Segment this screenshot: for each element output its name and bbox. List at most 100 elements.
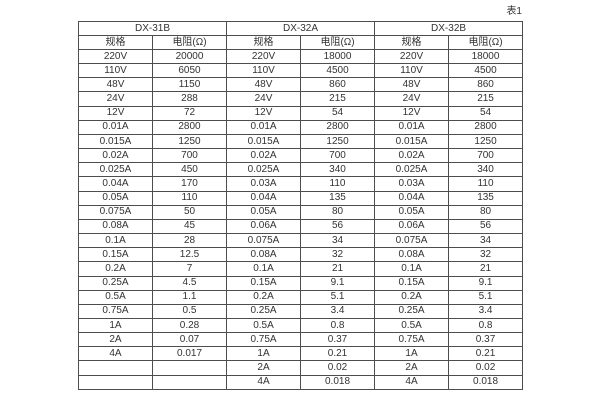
cell-resistance: 72 <box>151 105 228 121</box>
cell-resistance: 2800 <box>151 119 228 135</box>
cell-resistance: 21 <box>300 261 376 277</box>
table-row: 110V 6050 110V 4500 110V 4500 <box>78 63 524 79</box>
cell-spec: 0.015A <box>374 133 450 150</box>
table-row: 0.5A 1.1 0.2A 5.1 0.2A 5.1 <box>78 289 524 305</box>
cell-resistance: 0.018 <box>448 374 524 391</box>
cell-spec: 0.01A <box>374 119 450 135</box>
cell-spec: 0.06A <box>226 218 302 235</box>
col-header-spec: 规格 <box>226 35 302 50</box>
col-header-resistance: 电阻(Ω) <box>300 35 376 50</box>
cell-spec: 0.04A <box>78 176 153 192</box>
group-header-dx32a: DX-32A <box>226 21 376 36</box>
cell-spec: 0.1A <box>374 261 450 277</box>
cell-spec: 0.03A <box>374 176 450 192</box>
cell-resistance: 45 <box>151 218 228 235</box>
table-row: 0.08A 45 0.06A 56 0.06A 56 <box>78 218 524 235</box>
cell-spec: 0.75A <box>78 303 153 319</box>
cell-resistance: 215 <box>300 91 376 107</box>
cell-spec: 48V <box>374 77 450 93</box>
cell-resistance: 54 <box>448 105 524 121</box>
cell-resistance: 18000 <box>300 48 376 65</box>
table-row: 24V 288 24V 215 24V 215 <box>78 91 524 107</box>
cell-spec: 48V <box>78 77 153 93</box>
cell-spec: 0.08A <box>226 247 302 263</box>
cell-spec: 0.03A <box>226 176 302 192</box>
cell-spec: 0.1A <box>78 233 153 249</box>
table-caption: 表1 <box>506 6 522 17</box>
cell-spec: 0.01A <box>226 119 302 135</box>
cell-resistance: 5.1 <box>448 289 524 305</box>
group-header-row: DX-31B DX-32A DX-32B <box>77 21 524 36</box>
cell-resistance: 56 <box>448 218 524 235</box>
cell-resistance: 0.017 <box>151 346 228 362</box>
table-row: 2A 0.02 2A 0.02 <box>78 360 524 376</box>
cell-resistance: 4.5 <box>151 275 228 291</box>
resistance-spec-table: DX-31B DX-32A DX-32B 规格 电阻(Ω) 规格 电阻(Ω) 规… <box>77 21 524 391</box>
cell-spec: 4A <box>226 374 302 391</box>
cell-spec: 0.05A <box>226 204 302 220</box>
cell-spec: 2A <box>374 360 450 376</box>
cell-resistance: 9.1 <box>300 275 376 291</box>
cell-spec: 0.15A <box>374 275 450 291</box>
cell-resistance <box>151 374 228 391</box>
cell-spec: 2A <box>78 332 153 348</box>
table-row: 0.25A 4.5 0.15A 9.1 0.15A 9.1 <box>78 275 524 291</box>
cell-resistance: 0.07 <box>151 332 228 348</box>
cell-resistance: 860 <box>300 77 376 93</box>
cell-spec: 0.75A <box>226 332 302 348</box>
cell-spec: 0.04A <box>374 190 450 206</box>
cell-resistance: 18000 <box>448 48 524 65</box>
cell-spec: 48V <box>226 77 302 93</box>
col-header-resistance: 电阻(Ω) <box>151 35 228 50</box>
col-header-spec: 规格 <box>374 35 450 50</box>
cell-spec: 110V <box>374 63 450 79</box>
cell-spec: 4A <box>374 374 450 391</box>
cell-resistance: 0.28 <box>151 317 228 334</box>
cell-resistance: 215 <box>448 91 524 107</box>
cell-spec: 0.1A <box>226 261 302 277</box>
cell-resistance: 700 <box>151 148 228 164</box>
table-row: 0.01A 2800 0.01A 2800 0.01A 2800 <box>78 119 524 135</box>
cell-spec: 0.02A <box>374 148 450 164</box>
table-row: 0.05A 110 0.04A 135 0.04A 135 <box>78 190 524 206</box>
table-row: 0.02A 700 0.02A 700 0.02A 700 <box>78 148 524 164</box>
cell-resistance: 135 <box>448 190 524 206</box>
cell-resistance: 21 <box>448 261 524 277</box>
cell-resistance: 0.8 <box>448 317 524 334</box>
group-header-dx31b: DX-31B <box>77 21 228 36</box>
column-header-row: 规格 电阻(Ω) 规格 电阻(Ω) 规格 电阻(Ω) <box>78 35 524 50</box>
table-row: 0.2A 7 0.1A 21 0.1A 21 <box>78 261 524 277</box>
cell-spec: 0.075A <box>374 233 450 249</box>
cell-spec: 220V <box>78 48 153 65</box>
cell-resistance: 0.37 <box>448 332 524 348</box>
cell-resistance: 1250 <box>151 133 228 150</box>
cell-resistance: 2800 <box>300 119 376 135</box>
cell-spec: 0.05A <box>78 190 153 206</box>
table-row: 2A 0.07 0.75A 0.37 0.75A 0.37 <box>78 332 524 348</box>
group-header-dx32b: DX-32B <box>374 21 524 36</box>
cell-resistance: 1150 <box>151 77 228 93</box>
cell-resistance: 3.4 <box>448 303 524 319</box>
cell-resistance: 54 <box>300 105 376 121</box>
cell-resistance: 80 <box>448 204 524 220</box>
table-body: 220V 20000 220V 18000 220V 18000 110V 6050 110V 4… <box>78 48 524 391</box>
cell-resistance: 1250 <box>448 133 524 150</box>
cell-resistance: 34 <box>448 233 524 249</box>
table-row: 0.015A 1250 0.015A 1250 0.015A 1250 <box>78 133 524 150</box>
cell-spec: 0.5A <box>226 317 302 334</box>
cell-spec: 1A <box>226 346 302 362</box>
cell-resistance: 7 <box>151 261 228 277</box>
table-row: 1A 0.28 0.5A 0.8 0.5A 0.8 <box>78 317 524 334</box>
cell-resistance: 0.8 <box>300 317 376 334</box>
cell-spec: 220V <box>374 48 450 65</box>
cell-resistance: 0.02 <box>448 360 524 376</box>
cell-spec: 0.02A <box>226 148 302 164</box>
cell-spec: 0.5A <box>374 317 450 334</box>
table-row: 12V 72 12V 54 12V 54 <box>78 105 524 121</box>
cell-spec: 2A <box>226 360 302 376</box>
cell-resistance: 0.21 <box>300 346 376 362</box>
cell-spec: 0.075A <box>78 204 153 220</box>
cell-resistance: 4500 <box>300 63 376 79</box>
col-header-spec: 规格 <box>78 35 153 50</box>
